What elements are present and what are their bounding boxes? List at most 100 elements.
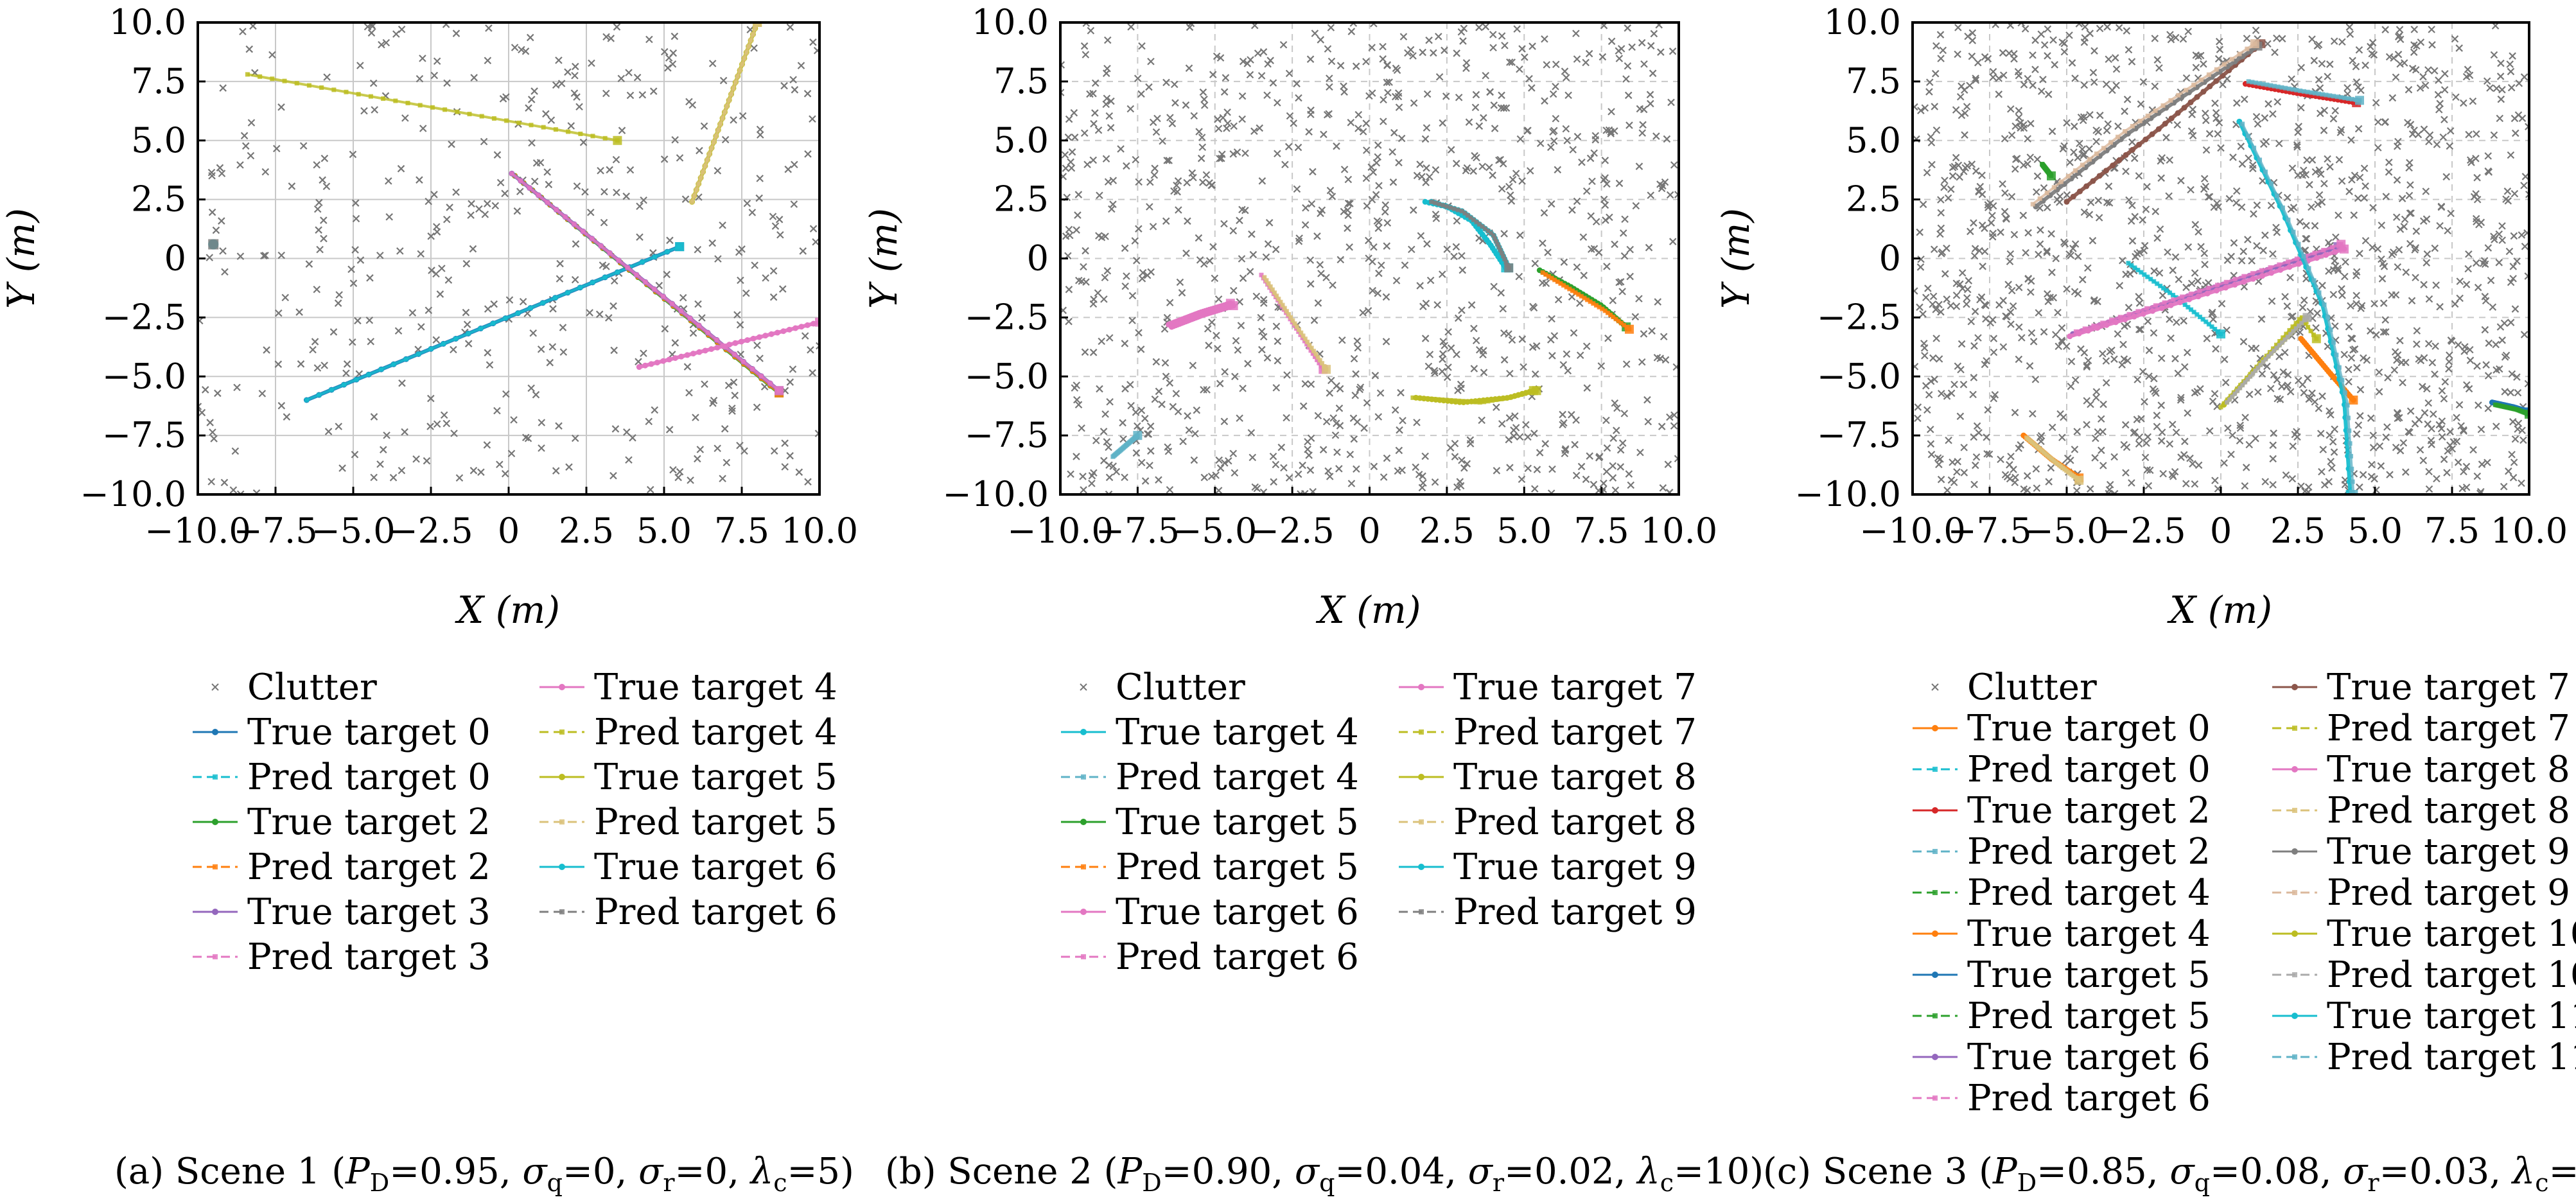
series-point <box>2285 335 2290 340</box>
clutter-point <box>2111 54 2119 62</box>
clutter-point <box>1922 382 1930 390</box>
clutter-point <box>1622 75 1630 83</box>
clutter-point <box>2299 171 2306 179</box>
series-point <box>2182 302 2187 308</box>
clutter-point <box>2317 430 2325 437</box>
clutter-point <box>2194 277 2202 285</box>
clutter-point <box>2293 433 2301 441</box>
series-point <box>2206 322 2211 327</box>
clutter-point <box>2098 446 2105 455</box>
series-point <box>2155 281 2160 286</box>
clutter-point <box>1601 201 1609 209</box>
clutter-point <box>1354 344 1362 352</box>
y-tick-label: −2.5 <box>102 297 186 337</box>
clutter-point <box>401 428 408 436</box>
clutter-point <box>1524 464 1532 473</box>
legend-label: True target 0 <box>1967 708 2211 749</box>
series-point <box>1588 299 1593 304</box>
clutter-point <box>1970 480 1978 489</box>
clutter-point <box>2445 365 2453 373</box>
clutter-point <box>2521 173 2529 180</box>
clutter-point <box>2049 36 2057 44</box>
clutter-point <box>1586 154 1595 162</box>
clutter-point <box>1627 481 1635 489</box>
clutter-point <box>2261 231 2269 240</box>
series-point <box>2070 193 2076 200</box>
clutter-point <box>1082 278 1090 286</box>
legend-label: True target 7 <box>2327 667 2570 708</box>
clutter-point <box>1622 360 1631 368</box>
clutter-point <box>2302 222 2310 230</box>
clutter-point <box>2033 172 2042 180</box>
series-point <box>672 355 678 362</box>
clutter-point <box>1234 346 1242 354</box>
clutter-point <box>804 150 812 158</box>
clutter-point <box>354 317 362 325</box>
x-tick-label: −10.0 <box>1007 510 1113 551</box>
clutter-point <box>1368 89 1376 97</box>
clutter-point <box>351 199 360 207</box>
clutter-point <box>1954 50 1961 58</box>
clutter-point <box>2157 437 2166 445</box>
clutter-point <box>1121 340 1129 347</box>
clutter-point <box>1459 37 1467 45</box>
x-tick-label: −7.5 <box>233 510 317 551</box>
series-point <box>696 181 701 186</box>
clutter-point <box>1663 135 1671 143</box>
clutter-point <box>1652 132 1660 140</box>
clutter-point <box>484 57 492 65</box>
clutter-point <box>1146 203 1153 211</box>
clutter-point <box>2331 107 2339 115</box>
clutter-point <box>1374 413 1383 421</box>
series-point <box>1305 339 1310 344</box>
clutter-point <box>2506 60 2514 68</box>
clutter-point <box>1326 473 1334 480</box>
clutter-point <box>1083 161 1091 168</box>
series-point <box>2204 319 2209 324</box>
series-point <box>1480 224 1485 229</box>
clutter-point <box>2388 291 2396 299</box>
clutter-point <box>1516 65 1523 73</box>
clutter-point <box>2315 76 2323 83</box>
clutter-point <box>1090 119 1098 128</box>
clutter-point <box>1065 115 1073 123</box>
clutter-point <box>2015 283 2023 292</box>
clutter-point <box>1374 141 1382 149</box>
x-tick-label: 10.0 <box>2491 510 2568 551</box>
clutter-point <box>1214 487 1223 494</box>
clutter-point <box>1647 100 1654 108</box>
clutter-point <box>1205 342 1213 349</box>
series-point <box>2266 354 2271 359</box>
clutter-point <box>1165 157 1173 164</box>
series-point <box>509 171 514 176</box>
clutter-point <box>1653 354 1661 362</box>
clutter-point <box>2179 35 2187 43</box>
clutter-point <box>323 73 331 81</box>
clutter-point <box>2123 27 2131 35</box>
clutter-point <box>2102 357 2110 365</box>
clutter-point <box>2284 381 2291 389</box>
clutter-point <box>1660 333 1668 341</box>
clutter-point <box>1347 28 1356 35</box>
clutter-point <box>1214 116 1222 123</box>
clutter-point <box>1498 91 1505 100</box>
clutter-point <box>2519 436 2527 444</box>
clutter-point <box>1595 453 1604 460</box>
clutter-point <box>1352 62 1360 70</box>
clutter-point <box>1362 119 1371 127</box>
clutter-point <box>2167 334 2175 342</box>
clutter-point <box>2367 414 2375 422</box>
clutter-point <box>1989 67 1997 76</box>
clutter-point <box>1365 236 1372 245</box>
series-point <box>1570 288 1575 293</box>
clutter-point <box>2446 127 2455 135</box>
clutter-point <box>2242 464 2250 471</box>
clutter-point <box>1103 94 1111 103</box>
series-point <box>2126 261 2131 266</box>
clutter-point <box>1220 220 1228 228</box>
clutter-point <box>1563 137 1571 144</box>
series-point <box>694 188 699 193</box>
clutter-point <box>2326 431 2334 439</box>
clutter-point <box>2110 453 2118 461</box>
clutter-point <box>2428 26 2435 33</box>
